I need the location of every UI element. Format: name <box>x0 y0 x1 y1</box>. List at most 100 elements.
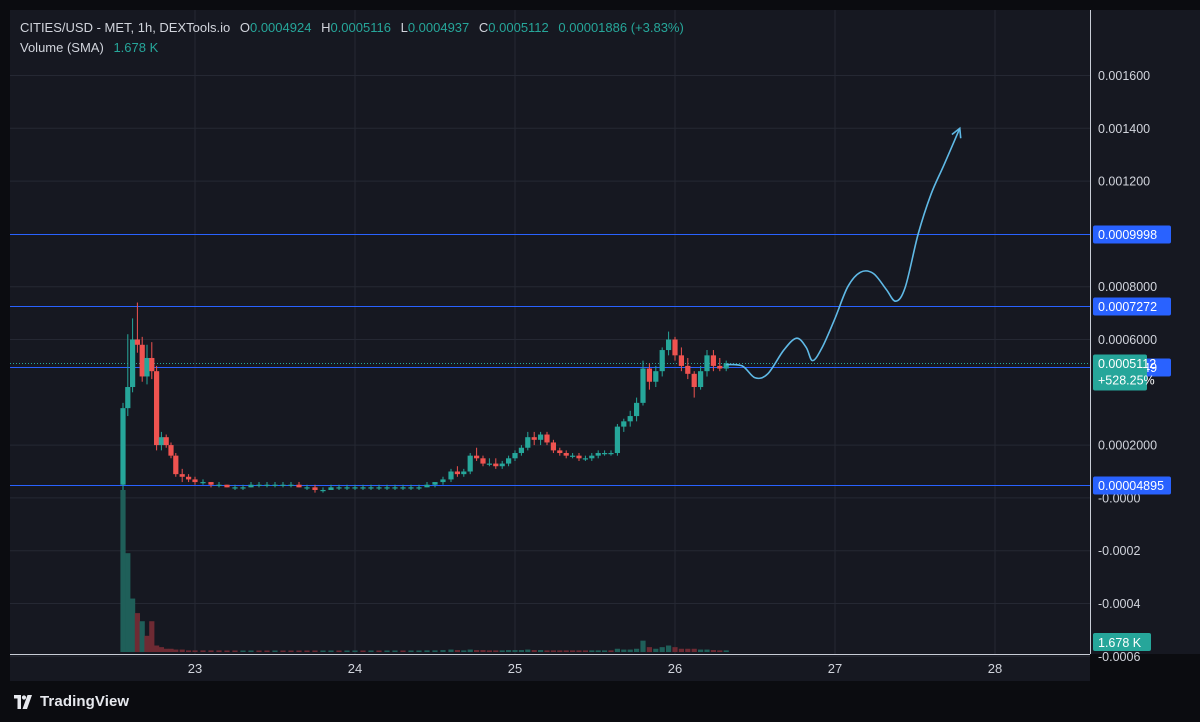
candle-body[interactable] <box>320 489 326 492</box>
candle-body[interactable] <box>518 447 524 454</box>
candle-body[interactable] <box>264 484 270 486</box>
candle-body[interactable] <box>678 355 684 366</box>
candle-body[interactable] <box>454 471 460 475</box>
candle-body[interactable] <box>704 355 710 372</box>
horizontal-levels[interactable] <box>10 234 1090 486</box>
candle-body[interactable] <box>448 471 454 480</box>
candle-body[interactable] <box>384 487 390 489</box>
candle-body[interactable] <box>416 487 422 489</box>
candle-body[interactable] <box>595 453 601 456</box>
candle-body[interactable] <box>368 487 374 489</box>
symbol-title[interactable]: CITIES/USD - MET, 1h, DEXTools.io <box>20 20 231 35</box>
candle-body[interactable] <box>312 487 318 490</box>
candle-body[interactable] <box>685 365 691 374</box>
volume-legend[interactable]: Volume (SMA) 1.678 K <box>20 40 158 55</box>
candle-body[interactable] <box>200 482 206 484</box>
candle-body[interactable] <box>173 455 179 475</box>
candle-body[interactable] <box>163 437 169 446</box>
candle-body[interactable] <box>570 455 576 457</box>
candle-body[interactable] <box>602 453 608 455</box>
candle-body[interactable] <box>557 450 563 454</box>
candle-body[interactable] <box>280 484 286 486</box>
candle-body[interactable] <box>424 484 430 488</box>
candle-body[interactable] <box>440 479 446 483</box>
candle-body[interactable] <box>672 339 678 356</box>
candle-body[interactable] <box>544 434 550 443</box>
candle-body[interactable] <box>480 458 486 464</box>
candle-body[interactable] <box>486 463 492 465</box>
candle-body[interactable] <box>576 455 582 459</box>
candle-body[interactable] <box>659 350 665 372</box>
time-axis[interactable] <box>10 654 1090 681</box>
candle-body[interactable] <box>531 437 537 440</box>
candle-body[interactable] <box>344 487 350 489</box>
candle-body[interactable] <box>646 368 652 382</box>
candle-body[interactable] <box>139 344 145 377</box>
candle-body[interactable] <box>582 458 588 460</box>
candle-body[interactable] <box>723 363 729 369</box>
candle-body[interactable] <box>288 484 294 486</box>
candle-body[interactable] <box>130 339 136 388</box>
candle-body[interactable] <box>608 453 614 455</box>
candle-body[interactable] <box>710 355 716 366</box>
candle-body[interactable] <box>232 487 238 489</box>
candle-body[interactable] <box>328 487 334 490</box>
candle-body[interactable] <box>691 373 697 388</box>
candle-body[interactable] <box>432 482 438 485</box>
candle-body[interactable] <box>158 437 164 446</box>
projection-drawing[interactable] <box>726 126 962 380</box>
candle-body[interactable] <box>144 357 150 377</box>
candle-body[interactable] <box>467 455 473 472</box>
candle-body[interactable] <box>224 484 230 488</box>
candle-body[interactable] <box>179 474 185 477</box>
candle-body[interactable] <box>125 387 131 409</box>
candle-body[interactable] <box>461 471 467 475</box>
candle-body[interactable] <box>154 371 160 446</box>
ohlc-legend[interactable]: CITIES/USD - MET, 1h, DEXTools.io O0.000… <box>20 20 684 35</box>
candle-body[interactable] <box>506 458 512 464</box>
candle-body[interactable] <box>256 484 262 486</box>
candle-body[interactable] <box>634 402 640 417</box>
candle-body[interactable] <box>134 339 140 345</box>
candle-body[interactable] <box>120 408 126 485</box>
candle-body[interactable] <box>240 487 246 489</box>
candle-body[interactable] <box>336 487 342 489</box>
candle-body[interactable] <box>717 365 723 369</box>
tradingview-logo[interactable]: TradingView <box>12 693 129 710</box>
candle-body[interactable] <box>698 371 704 388</box>
candle-body[interactable] <box>614 426 620 454</box>
candle-body[interactable] <box>352 487 358 489</box>
candle-body[interactable] <box>149 357 155 372</box>
candle-body[interactable] <box>640 368 646 403</box>
chart-frame[interactable] <box>10 10 1090 680</box>
candle-body[interactable] <box>192 479 198 483</box>
candle-body[interactable] <box>525 437 531 448</box>
candle-body[interactable] <box>208 482 214 485</box>
candle-body[interactable] <box>493 463 499 467</box>
projection-curve[interactable] <box>726 127 961 380</box>
candle-body[interactable] <box>666 339 672 351</box>
candle-body[interactable] <box>474 455 480 459</box>
candle-body[interactable] <box>216 484 222 486</box>
candle-body[interactable] <box>168 445 174 456</box>
candle-body[interactable] <box>627 416 633 422</box>
candles[interactable] <box>120 302 729 493</box>
candle-body[interactable] <box>589 455 595 459</box>
candle-body[interactable] <box>538 434 544 440</box>
volume-label[interactable]: Volume (SMA) <box>20 40 104 55</box>
candle-body[interactable] <box>248 484 254 488</box>
candle-body[interactable] <box>499 463 505 467</box>
candle-body[interactable] <box>376 487 382 489</box>
candle-body[interactable] <box>392 487 398 489</box>
candle-body[interactable] <box>653 371 659 382</box>
candle-body[interactable] <box>400 487 406 489</box>
candle-body[interactable] <box>512 453 518 459</box>
candle-body[interactable] <box>186 476 192 480</box>
price-axis[interactable] <box>1090 10 1200 654</box>
candle-body[interactable] <box>550 442 556 451</box>
candle-body[interactable] <box>408 487 414 489</box>
candle-body[interactable] <box>296 484 302 488</box>
candle-body[interactable] <box>272 484 278 486</box>
candle-body[interactable] <box>360 487 366 489</box>
